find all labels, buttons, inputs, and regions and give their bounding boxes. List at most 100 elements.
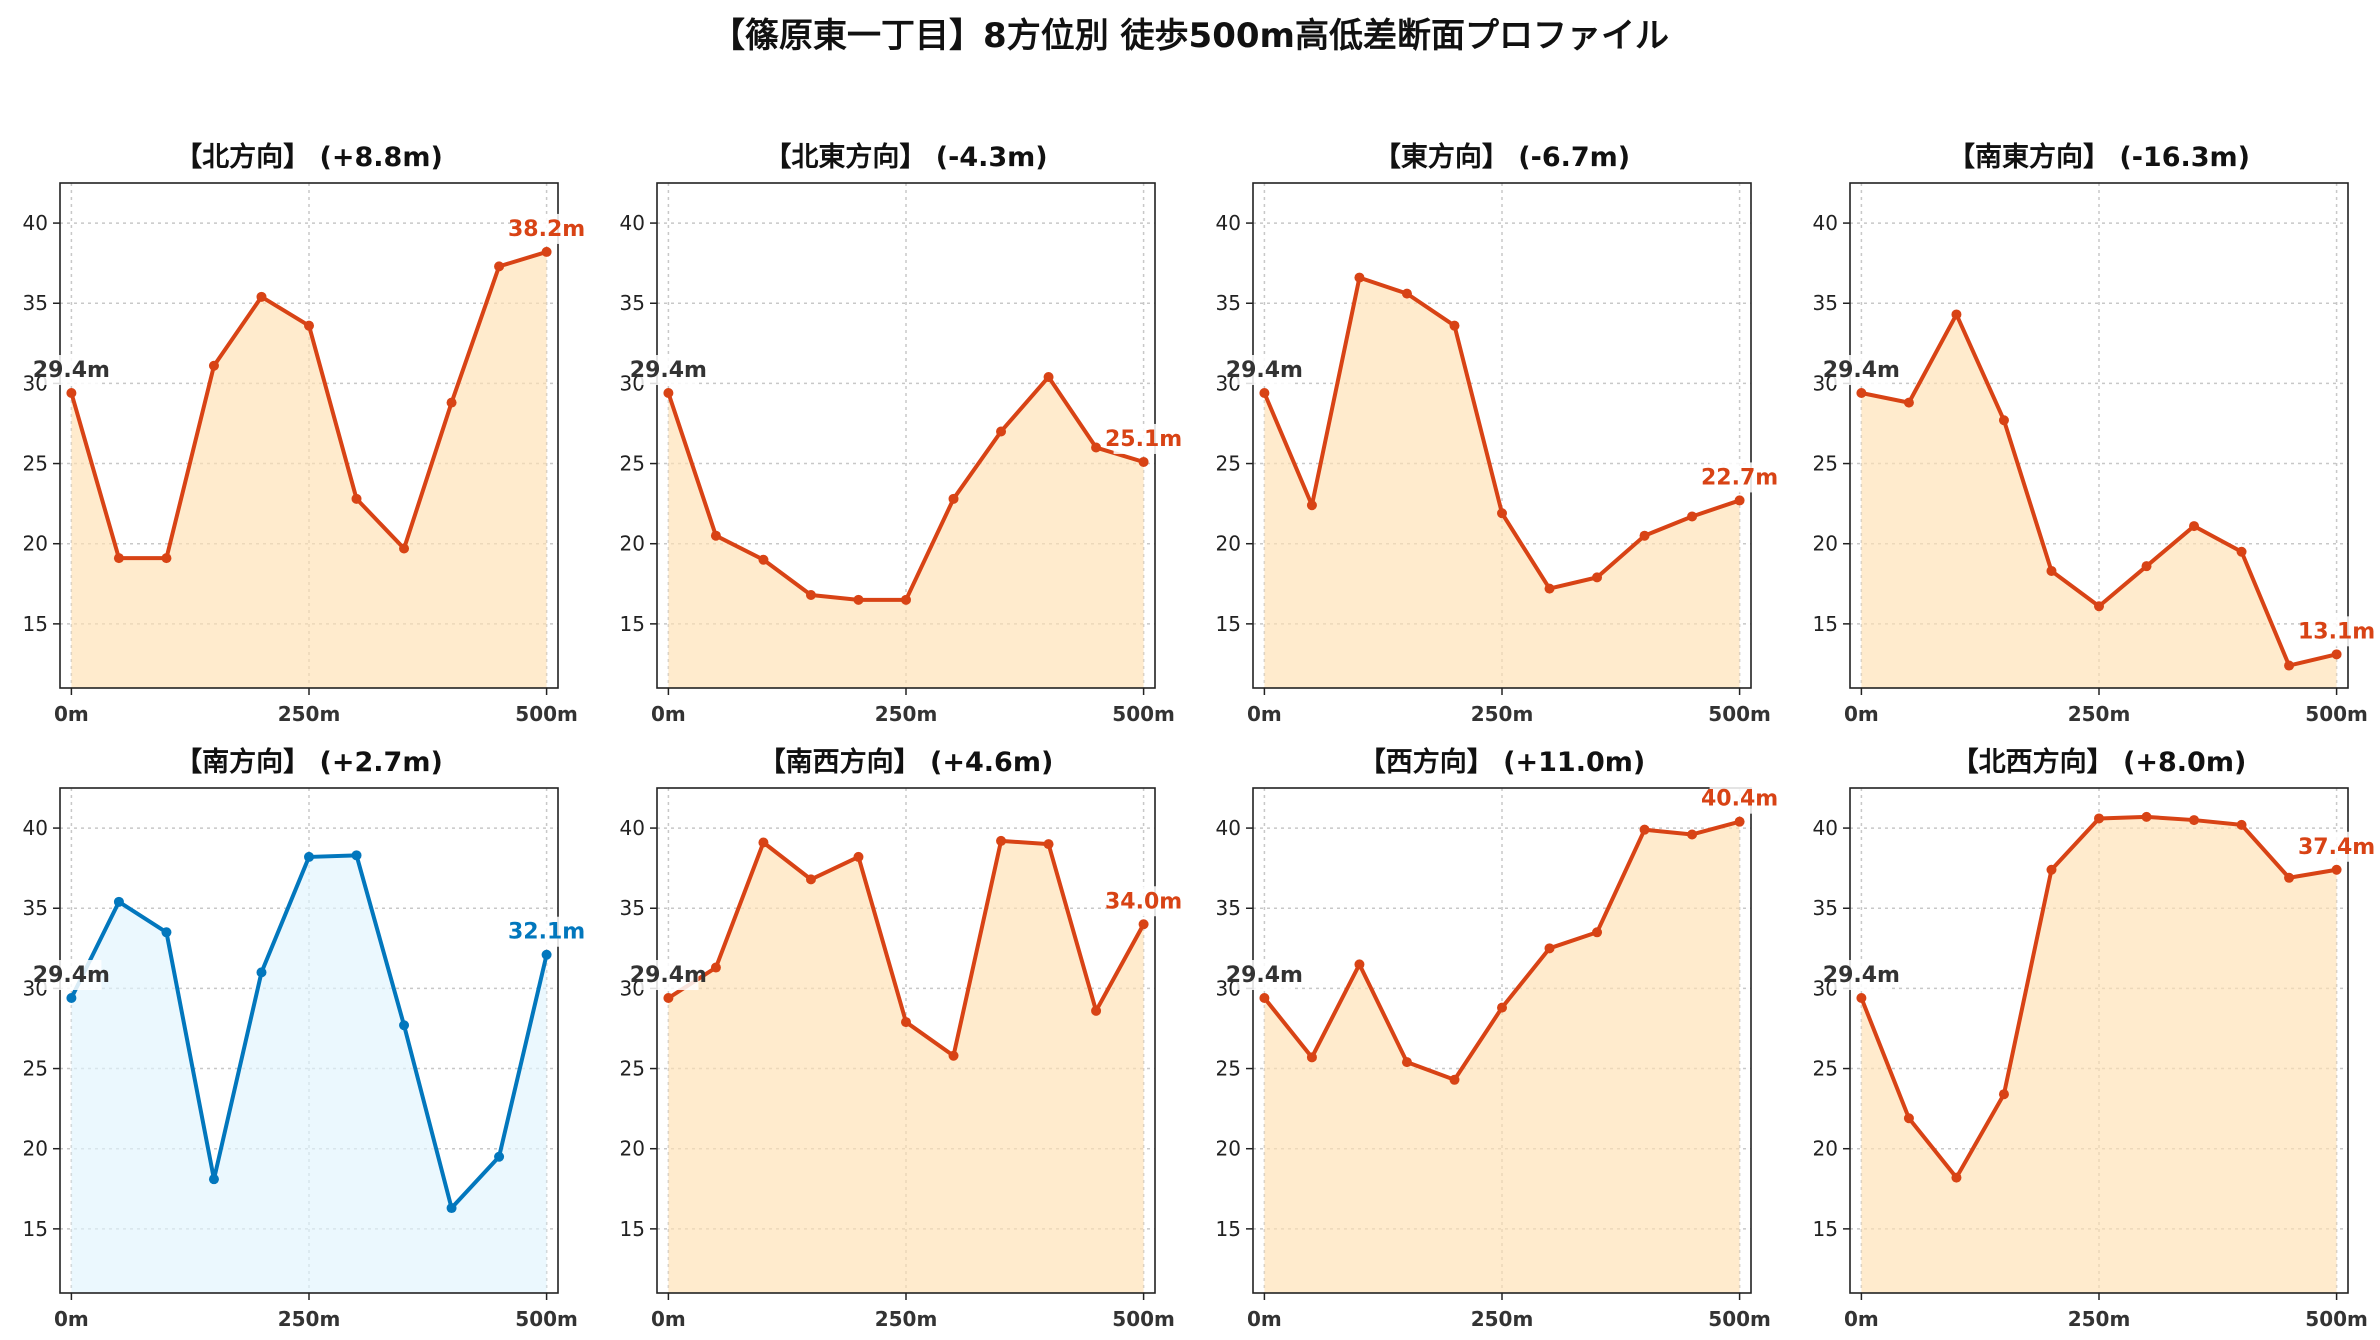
data-point <box>256 291 267 302</box>
data-point <box>2331 864 2342 875</box>
data-point <box>1639 530 1650 541</box>
data-point <box>399 1020 410 1031</box>
end-label: 38.2m <box>508 217 585 242</box>
start-label: 29.4m <box>33 358 110 383</box>
data-point <box>351 850 362 861</box>
data-point <box>1951 1172 1962 1183</box>
y-tick-label: 25 <box>1216 1057 1241 1081</box>
start-label: 29.4m <box>630 963 707 988</box>
chart-title: 【東方向】 (-6.7m) <box>1374 141 1630 173</box>
data-point <box>1544 583 1555 594</box>
y-tick-label: 40 <box>23 816 48 840</box>
data-point <box>256 967 267 978</box>
x-tick-label: 500m <box>1112 702 1175 726</box>
data-point <box>663 993 674 1004</box>
y-tick-label: 20 <box>1216 1137 1241 1161</box>
data-point <box>2284 660 2295 671</box>
data-point <box>710 962 721 973</box>
x-tick-label: 250m <box>875 702 938 726</box>
data-point <box>351 493 362 504</box>
end-label-bg <box>1113 423 1174 454</box>
start-label-bg <box>41 960 102 991</box>
y-tick-label: 20 <box>1216 532 1241 556</box>
y-tick-label: 35 <box>620 291 645 315</box>
y-tick-label: 15 <box>1216 612 1241 636</box>
y-tick-label: 25 <box>620 452 645 476</box>
data-point <box>399 543 410 554</box>
data-point <box>2046 864 2057 875</box>
y-tick-label: 35 <box>1216 291 1241 315</box>
x-tick-label: 0m <box>651 702 686 726</box>
y-tick-label: 35 <box>23 291 48 315</box>
start-label: 29.4m <box>1823 358 1900 383</box>
data-point <box>66 993 77 1004</box>
data-point <box>2236 819 2247 830</box>
data-point <box>805 874 816 885</box>
data-point <box>1998 1089 2009 1100</box>
data-point <box>1687 511 1698 522</box>
end-label: 37.4m <box>2298 835 2375 860</box>
x-tick-label: 0m <box>1247 702 1282 726</box>
y-tick-label: 15 <box>1216 1217 1241 1241</box>
data-point <box>1449 320 1460 331</box>
data-point <box>1497 508 1507 519</box>
data-point <box>2331 649 2342 660</box>
data-point <box>494 261 505 272</box>
chart-title: 【北西方向】 (+8.0m) <box>1952 746 2247 778</box>
data-point <box>1856 388 1867 399</box>
start-label: 29.4m <box>33 963 110 988</box>
data-point <box>1687 829 1698 840</box>
start-label-bg <box>1831 355 1892 386</box>
area-fill <box>71 251 547 688</box>
start-label-bg <box>41 355 102 386</box>
data-point <box>541 246 552 257</box>
data-point <box>758 837 769 848</box>
data-point <box>1306 1052 1317 1063</box>
data-point <box>1592 572 1603 583</box>
data-point <box>1354 959 1365 970</box>
x-tick-label: 250m <box>1471 702 1534 726</box>
data-point <box>1401 1057 1412 1068</box>
x-tick-label: 250m <box>2068 702 2131 726</box>
data-point <box>1091 1005 1102 1016</box>
chart-title: 【南東方向】 (-16.3m) <box>1948 141 2250 173</box>
data-point <box>2189 815 2200 826</box>
x-tick-label: 0m <box>54 1307 89 1331</box>
end-label-bg <box>1709 783 1770 814</box>
area-fill <box>668 840 1144 1293</box>
data-point <box>1259 993 1270 1004</box>
data-point <box>113 553 124 564</box>
x-tick-label: 500m <box>1112 1307 1175 1331</box>
data-point <box>1354 272 1365 283</box>
chart-title: 【北方向】 (+8.8m) <box>175 141 443 173</box>
x-tick-label: 500m <box>2305 1307 2368 1331</box>
start-label: 29.4m <box>1226 963 1303 988</box>
data-point <box>2094 601 2104 612</box>
data-point <box>541 949 552 960</box>
y-tick-label: 40 <box>1813 816 1838 840</box>
x-tick-label: 500m <box>515 1307 578 1331</box>
x-tick-label: 250m <box>278 702 341 726</box>
x-tick-label: 500m <box>1708 702 1771 726</box>
start-label-bg <box>1234 960 1295 991</box>
x-tick-label: 500m <box>2305 702 2368 726</box>
end-label: 22.7m <box>1701 465 1778 490</box>
end-label-bg <box>1113 886 1174 917</box>
data-point <box>2141 811 2152 822</box>
y-tick-label: 25 <box>23 452 48 476</box>
y-tick-label: 35 <box>1813 291 1838 315</box>
end-label-bg <box>2306 831 2367 862</box>
data-point <box>1497 1002 1507 1013</box>
x-tick-label: 0m <box>1247 1307 1282 1331</box>
data-point <box>1903 1113 1914 1124</box>
y-tick-label: 40 <box>620 211 645 235</box>
data-point <box>304 320 314 331</box>
data-point <box>494 1151 505 1162</box>
start-label: 29.4m <box>1823 963 1900 988</box>
